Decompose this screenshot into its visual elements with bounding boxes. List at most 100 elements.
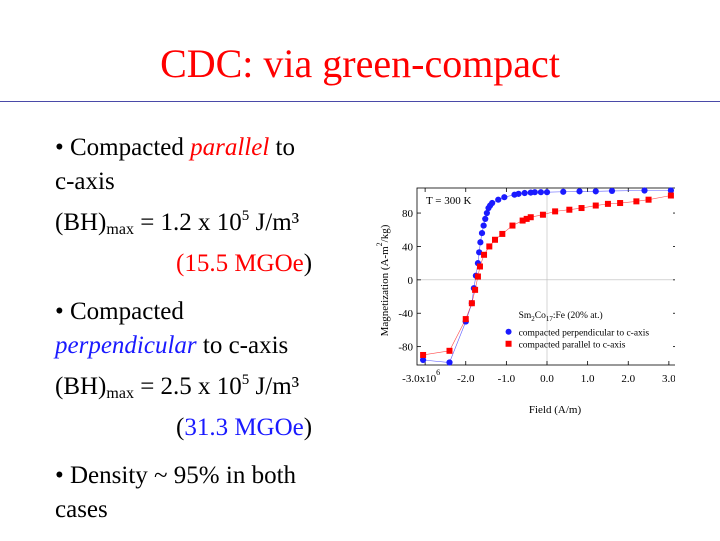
data-point-parallel <box>499 230 506 237</box>
data-point-perpendicular <box>641 187 648 194</box>
data-point-parallel <box>667 192 674 199</box>
mgoe-value: (31.3 MGOe) <box>55 411 355 445</box>
legend-marker-perpendicular <box>505 328 512 335</box>
data-point-perpendicular <box>482 215 489 222</box>
legend-marker-parallel <box>505 340 512 347</box>
y-axis-label: Magnetization (A-m2/kg) <box>375 224 391 336</box>
legend-label: compacted parallel to c-axis <box>519 340 626 350</box>
data-point-parallel <box>519 217 526 224</box>
data-point-parallel <box>633 198 640 205</box>
data-point-perpendicular <box>483 209 490 217</box>
bullet-list: • Compacted parallel to c-axis (BH)max =… <box>55 131 355 541</box>
data-point-parallel <box>476 263 483 270</box>
data-point-parallel <box>446 347 453 354</box>
data-point-parallel <box>539 211 546 218</box>
bullet-perpendicular: • Compacted perpendicular to c-axis (BH)… <box>55 295 355 445</box>
data-point-parallel <box>509 222 516 229</box>
data-point-perpendicular <box>476 249 483 256</box>
temperature-annotation: T = 300 K <box>426 195 471 207</box>
mgoe-number: 15.5 MGOe <box>184 250 304 277</box>
y-tick-label: -40 <box>398 308 413 320</box>
data-point-perpendicular <box>480 222 487 229</box>
data-point-perpendicular <box>543 189 551 196</box>
slide-title: CDC: via green-compact <box>160 41 560 86</box>
data-point-parallel <box>523 215 530 222</box>
bh-subscript: max <box>106 385 134 402</box>
data-point-perpendicular <box>531 189 538 196</box>
data-point-parallel <box>592 202 599 209</box>
legend-title: Sm2Co17:Fe (20% at.) <box>519 310 603 323</box>
mgoe-value: (15.5 MGOe) <box>55 247 355 281</box>
bullet-line: • Compacted parallel to <box>55 131 355 165</box>
bh-symbol: (BH) <box>55 373 107 400</box>
bullet-parallel: • Compacted parallel to c-axis (BH)max =… <box>55 131 355 281</box>
bh-value: = 2.5 x 10 <box>133 373 242 400</box>
x-axis-label: Field (A/m) <box>529 404 582 416</box>
y-tick-label: 80 <box>402 208 414 220</box>
data-point-perpendicular <box>477 239 484 246</box>
x-tick-label: 0.0 <box>540 373 554 385</box>
y-tick-label: -80 <box>398 342 413 354</box>
bullet-text: • Compacted <box>55 298 184 325</box>
bullet-text: • Density ~ 95% in both <box>55 462 297 489</box>
paren-open: ( <box>176 414 185 441</box>
data-point-perpendicular <box>419 356 427 364</box>
mgoe-number: 31.3 MGOe <box>184 414 304 441</box>
data-point-perpendicular <box>667 187 675 194</box>
data-point-parallel <box>468 300 475 307</box>
data-point-perpendicular <box>521 189 528 197</box>
bh-max-formula: (BH)max = 2.5 x 105 J/m³ <box>55 363 355 411</box>
data-point-parallel <box>617 200 624 207</box>
data-point-parallel <box>492 236 498 243</box>
legend-label: compacted perpendicular to c-axis <box>519 328 650 338</box>
bullet-text: to c-axis <box>196 332 289 359</box>
data-point-parallel <box>527 214 534 221</box>
data-point-perpendicular <box>608 187 616 195</box>
bh-unit: J/m³ <box>249 209 300 236</box>
data-point-perpendicular <box>478 229 486 237</box>
data-point-parallel <box>566 206 573 213</box>
data-point-parallel <box>420 351 427 358</box>
bh-exponent: 5 <box>241 372 250 388</box>
bullet-text: • Compacted <box>55 134 191 161</box>
data-point-perpendicular <box>489 199 496 207</box>
bullet-text: c-axis <box>55 168 115 195</box>
bullet-text: cases <box>55 496 108 523</box>
title-divider <box>0 101 720 102</box>
data-point-parallel <box>472 286 479 293</box>
paren-close: ) <box>303 250 313 277</box>
x-tick-label: -3.0x106 <box>402 368 440 385</box>
data-point-perpendicular <box>515 190 522 197</box>
data-point-parallel <box>552 208 559 215</box>
data-point-perpendicular <box>560 188 567 195</box>
data-point-perpendicular <box>592 188 599 195</box>
bh-subscript: max <box>106 221 134 238</box>
x-tick-label: 1.0 <box>581 373 595 385</box>
x-tick-label: 3.0 <box>662 373 675 385</box>
data-point-perpendicular <box>576 188 583 195</box>
x-tick-label: -2.0 <box>457 373 475 385</box>
bh-exponent: 5 <box>241 208 250 224</box>
bullet-line: perpendicular to c-axis <box>55 329 355 363</box>
data-point-parallel <box>481 251 488 258</box>
bullet-density: • Density ~ 95% in both cases <box>55 459 355 527</box>
bh-value: = 1.2 x 10 <box>133 209 242 236</box>
bullet-text: to <box>269 134 295 161</box>
data-point-parallel <box>645 196 652 203</box>
y-tick-label: 0 <box>408 275 414 287</box>
data-point-perpendicular <box>537 189 545 196</box>
x-tick-label: 2.0 <box>621 373 635 385</box>
data-point-parallel <box>486 243 493 250</box>
bh-unit: J/m³ <box>249 373 300 400</box>
chart-svg: -3.0x106 -2.0 -1.0 0.0 1.0 2.0 3.0 -80 -40 0 40 80 F… <box>375 187 678 416</box>
x-tick-label: -1.0 <box>498 373 516 385</box>
data-point-perpendicular <box>446 359 453 366</box>
data-point-parallel <box>578 205 585 212</box>
data-point-parallel <box>474 273 481 280</box>
bh-symbol: (BH) <box>55 209 107 236</box>
data-point-parallel <box>604 200 611 207</box>
paren-close: ) <box>303 414 313 441</box>
data-point-parallel <box>462 316 469 323</box>
emphasis-parallel: parallel <box>190 134 270 161</box>
emphasis-perpendicular: perpendicular <box>55 332 197 359</box>
